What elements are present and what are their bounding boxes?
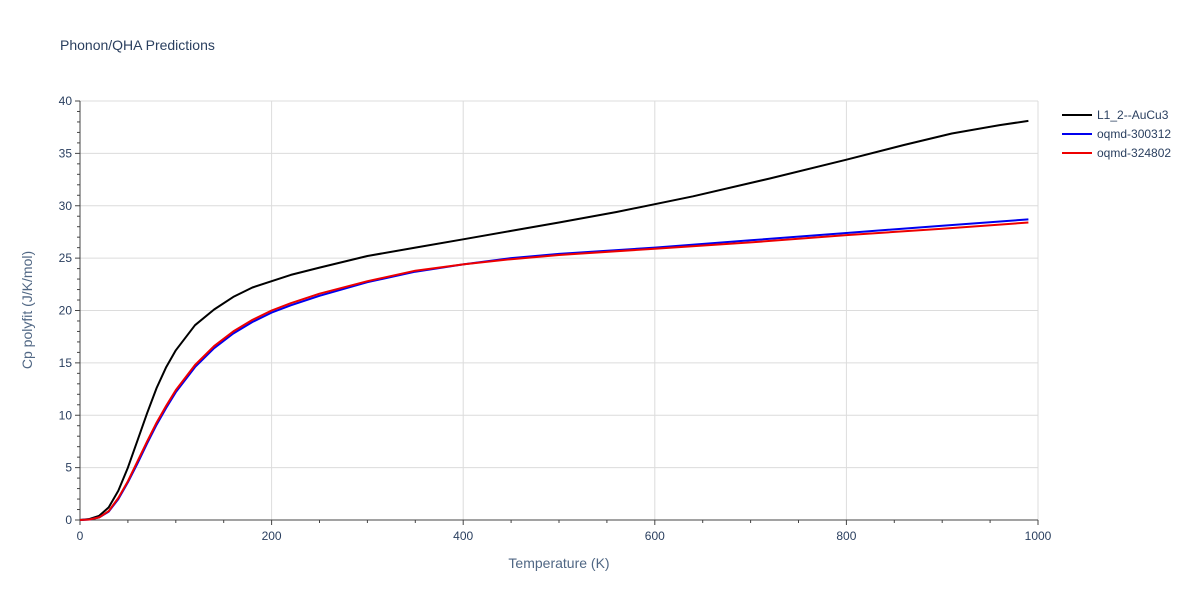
x-tick-label-4: 800 xyxy=(836,529,856,543)
series-line-2 xyxy=(79,221,1029,521)
legend-item-0[interactable]: L1_2--AuCu3 xyxy=(1062,108,1169,122)
y-tick-label-2: 10 xyxy=(59,408,73,422)
x-tick-label-2: 400 xyxy=(453,529,473,543)
y-tick-label-0: 0 xyxy=(65,513,72,527)
x-axis-title: Temperature (K) xyxy=(508,555,609,571)
series-line-0 xyxy=(79,119,1029,521)
x-tick-label-5: 1000 xyxy=(1025,529,1052,543)
y-tick-label-7: 35 xyxy=(59,146,73,160)
legend-label-0: L1_2--AuCu3 xyxy=(1097,108,1169,122)
legend-item-1[interactable]: oqmd-300312 xyxy=(1062,127,1171,141)
y-tick-label-3: 15 xyxy=(59,356,73,370)
series-line-1 xyxy=(79,218,1029,521)
grid xyxy=(80,100,1039,520)
y-axis-title: Cp polyfit (J/K/mol) xyxy=(19,251,35,369)
y-tick-label-5: 25 xyxy=(59,251,73,265)
y-tick-label-1: 5 xyxy=(65,461,72,475)
legend-label-1: oqmd-300312 xyxy=(1097,127,1171,141)
y-tick-label-8: 40 xyxy=(59,94,73,108)
legend[interactable]: L1_2--AuCu3 oqmd-300312 oqmd-324802 xyxy=(1062,108,1171,160)
x-tick-label-0: 0 xyxy=(77,529,84,543)
y-tick-label-6: 30 xyxy=(59,199,73,213)
x-tick-label-1: 200 xyxy=(262,529,282,543)
x-tick-label-3: 600 xyxy=(645,529,665,543)
legend-item-2[interactable]: oqmd-324802 xyxy=(1062,146,1171,160)
legend-label-2: oqmd-324802 xyxy=(1097,146,1171,160)
axes: 0 200 400 600 800 1000 0 5 10 15 20 25 30 35 40 xyxy=(59,94,1052,543)
chart-title: Phonon/QHA Predictions xyxy=(60,37,215,53)
y-tick-label-4: 20 xyxy=(59,304,73,318)
series-group xyxy=(79,119,1029,521)
